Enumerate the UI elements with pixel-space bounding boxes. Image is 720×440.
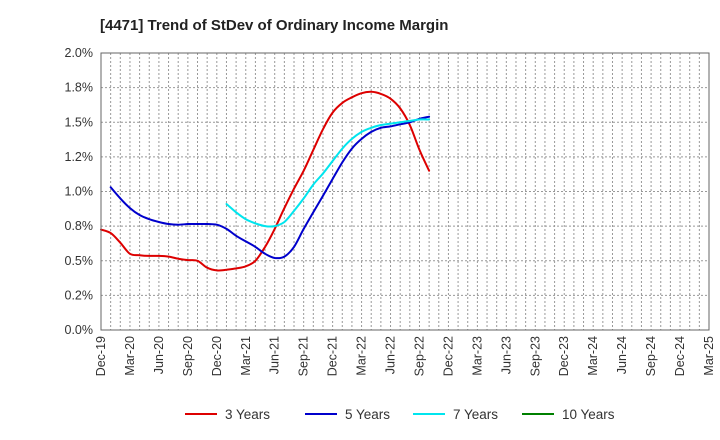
x-tick-label: Mar-22 — [355, 336, 369, 376]
y-tick-label: 1.0% — [65, 185, 94, 199]
legend-label-10-years: 10 Years — [562, 407, 615, 422]
x-tick-label: Jun-20 — [152, 336, 166, 374]
x-tick-label: Mar-20 — [123, 336, 137, 376]
y-tick-label: 0.8% — [65, 219, 94, 233]
series-line-7-years — [225, 118, 431, 228]
x-tick-label: Jun-21 — [268, 336, 282, 374]
series-lines — [100, 90, 431, 272]
y-tick-label: 1.8% — [65, 81, 94, 95]
x-tick-label: Dec-23 — [557, 336, 571, 376]
x-tick-label: Sep-22 — [412, 336, 426, 376]
grid — [101, 53, 709, 330]
x-tick-label: Sep-20 — [181, 336, 195, 376]
x-tick-label: Sep-23 — [528, 336, 542, 376]
x-tick-label: Sep-24 — [644, 336, 658, 376]
x-axis-ticks: Dec-19 Mar-20 Jun-20 Sep-20 Dec-20 Mar-21 Jun-… — [94, 336, 716, 376]
x-tick-label: Dec-24 — [673, 336, 687, 376]
x-tick-label: Sep-21 — [297, 336, 311, 376]
x-tick-label: Mar-23 — [470, 336, 484, 376]
y-tick-label: 0.5% — [65, 254, 94, 268]
chart-title: [4471] Trend of StDev of Ordinary Income… — [100, 17, 448, 34]
series-line-5-years — [109, 115, 431, 260]
x-tick-label: Dec-21 — [326, 336, 340, 376]
y-tick-label: 1.2% — [65, 150, 94, 164]
y-tick-label: 0.2% — [65, 288, 94, 302]
plot-frame — [100, 52, 710, 331]
x-tick-label: Dec-22 — [441, 336, 455, 376]
legend-label-7-years: 7 Years — [453, 407, 498, 422]
legend-label-5-years: 5 Years — [345, 407, 390, 422]
x-tick-label: Dec-20 — [210, 336, 224, 376]
y-tick-label: 0.0% — [65, 323, 94, 337]
x-tick-label: Mar-21 — [239, 336, 253, 376]
legend-label-3-years: 3 Years — [225, 407, 270, 422]
legend: 3 Years 5 Years 7 Years 10 Years — [185, 407, 615, 422]
y-tick-label: 1.5% — [65, 115, 94, 129]
x-tick-label: Jun-22 — [384, 336, 398, 374]
x-tick-label: Jun-23 — [499, 336, 513, 374]
x-tick-label: Mar-25 — [702, 336, 716, 376]
y-axis-ticks: 0.0% 0.2% 0.5% 0.8% 1.0% 1.2% 1.5% 1.8% 2.0% — [65, 46, 94, 337]
x-tick-label: Jun-24 — [615, 336, 629, 374]
y-tick-label: 2.0% — [65, 46, 94, 60]
x-tick-label: Dec-19 — [94, 336, 108, 376]
x-tick-label: Mar-24 — [586, 336, 600, 376]
series-line-3-years — [100, 90, 431, 272]
